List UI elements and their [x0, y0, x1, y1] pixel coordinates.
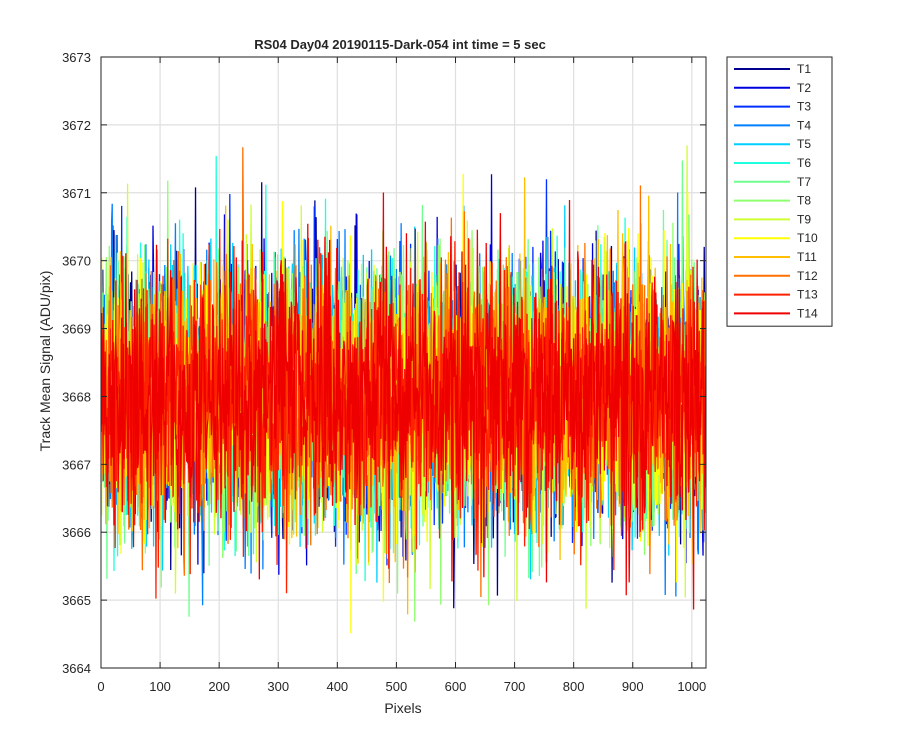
ticks: 0 100 200 300 400 500 600 700 800 900 1000 3664 3665… [62, 50, 706, 694]
y-tick-label: 3665 [62, 593, 91, 608]
y-tick-label: 3670 [62, 254, 91, 269]
series-group [101, 145, 706, 634]
legend-label-t12: T12 [797, 269, 818, 283]
legend-label-t3: T3 [797, 100, 811, 114]
x-tick-label: 0 [97, 679, 104, 694]
legend-label-t7: T7 [797, 175, 811, 189]
x-tick-label: 1000 [677, 679, 706, 694]
chart-title: RS04 Day04 20190115-Dark-054 int time = … [254, 37, 546, 52]
x-tick-label: 500 [386, 679, 408, 694]
legend-box [726, 56, 833, 327]
legend-label-t13: T13 [797, 288, 818, 302]
x-tick-label: 400 [326, 679, 348, 694]
y-tick-label: 3673 [62, 50, 91, 65]
y-tick-label: 3671 [62, 186, 91, 201]
legend-label-t2: T2 [797, 81, 811, 95]
y-tick-label: 3667 [62, 457, 91, 472]
y-tick-label: 3672 [62, 118, 91, 133]
y-tick-label: 3666 [62, 525, 91, 540]
legend-label-t9: T9 [797, 212, 811, 226]
x-tick-label: 800 [563, 679, 585, 694]
legend-label-t4: T4 [797, 118, 811, 132]
y-axis-label: Track Mean Signal (ADU/pix) [37, 271, 53, 452]
legend-label-t10: T10 [797, 231, 818, 245]
x-axis-label: Pixels [384, 700, 421, 716]
legend-label-t14: T14 [797, 306, 818, 320]
x-tick-label: 700 [504, 679, 526, 694]
y-tick-label: 3669 [62, 322, 91, 337]
x-tick-label: 100 [149, 679, 171, 694]
legend-label-t6: T6 [797, 156, 811, 170]
x-tick-label: 300 [267, 679, 289, 694]
legend-label-t8: T8 [797, 194, 811, 208]
axes-box [100, 56, 707, 669]
x-tick-label: 900 [622, 679, 644, 694]
y-tick-label: 3668 [62, 389, 91, 404]
y-tick-label: 3664 [62, 661, 91, 676]
legend-label-t1: T1 [797, 62, 811, 76]
series-line-t14 [101, 192, 706, 610]
legend: T1 T2 T3 T4 T5 T6 T7 T8 T9 T10 T11 T12 T13 T14 [726, 56, 833, 327]
x-tick-label: 600 [445, 679, 467, 694]
legend-label-t11: T11 [797, 250, 817, 264]
x-tick-label: 200 [208, 679, 230, 694]
legend-label-t5: T5 [797, 137, 811, 151]
